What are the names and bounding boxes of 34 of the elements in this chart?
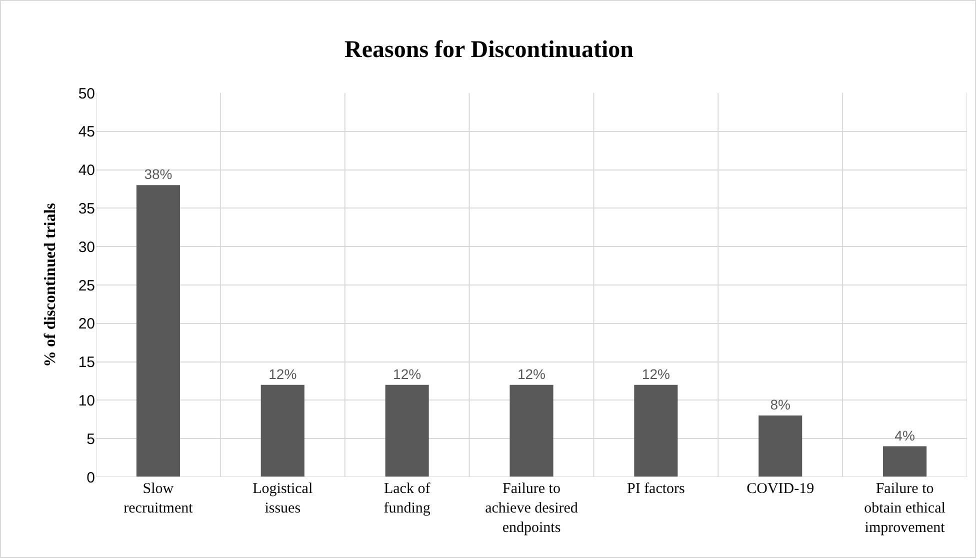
bar xyxy=(634,384,678,477)
x-tick-label: PI factors xyxy=(626,481,686,497)
bar xyxy=(136,185,180,477)
y-tick-label: 15 xyxy=(78,354,95,372)
data-label: 12% xyxy=(268,366,297,382)
x-tick-label: Failure to obtain ethical improvement xyxy=(864,481,946,536)
chart-title: Reasons for Discontinuation xyxy=(344,36,634,63)
x-tick-label: Slow recruitment xyxy=(124,481,194,516)
y-tick-label: 25 xyxy=(78,277,95,294)
y-tick-label: 20 xyxy=(78,316,95,333)
bar xyxy=(385,384,429,477)
bar xyxy=(260,384,304,477)
data-label: 4% xyxy=(894,427,915,444)
data-label: 38% xyxy=(144,166,172,182)
y-tick-label: 5 xyxy=(86,430,95,448)
y-tick-label: 10 xyxy=(78,392,95,410)
data-label: 12% xyxy=(517,366,546,382)
bar xyxy=(758,416,802,477)
y-tick-label: 50 xyxy=(78,85,95,102)
data-label: 8% xyxy=(770,396,790,413)
x-tick-label: Failure to achieve desired endpoints xyxy=(485,481,578,536)
x-tick-label: COVID-19 xyxy=(746,481,814,497)
y-tick-label: 35 xyxy=(78,200,95,218)
y-tick-label: 30 xyxy=(78,238,95,256)
x-tick-label: Lack of funding xyxy=(384,481,431,516)
y-tick-label: 40 xyxy=(78,162,95,180)
data-label: 12% xyxy=(642,366,670,382)
y-tick-label: 45 xyxy=(78,124,95,141)
bar xyxy=(883,446,927,477)
bar xyxy=(510,384,554,477)
y-tick-label: 0 xyxy=(86,469,95,486)
x-tick-label: Logistical issues xyxy=(252,481,313,516)
y-axis-title: % of discontinued trials xyxy=(42,202,60,368)
data-label: 12% xyxy=(393,366,422,382)
